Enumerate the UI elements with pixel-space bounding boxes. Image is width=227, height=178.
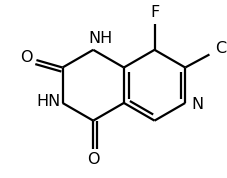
Text: O: O bbox=[86, 152, 99, 167]
Text: N: N bbox=[190, 97, 202, 112]
Text: F: F bbox=[149, 5, 158, 20]
Text: O: O bbox=[20, 50, 32, 65]
Text: HN: HN bbox=[36, 94, 60, 109]
Text: Cl: Cl bbox=[214, 41, 227, 56]
Text: NH: NH bbox=[88, 31, 112, 46]
